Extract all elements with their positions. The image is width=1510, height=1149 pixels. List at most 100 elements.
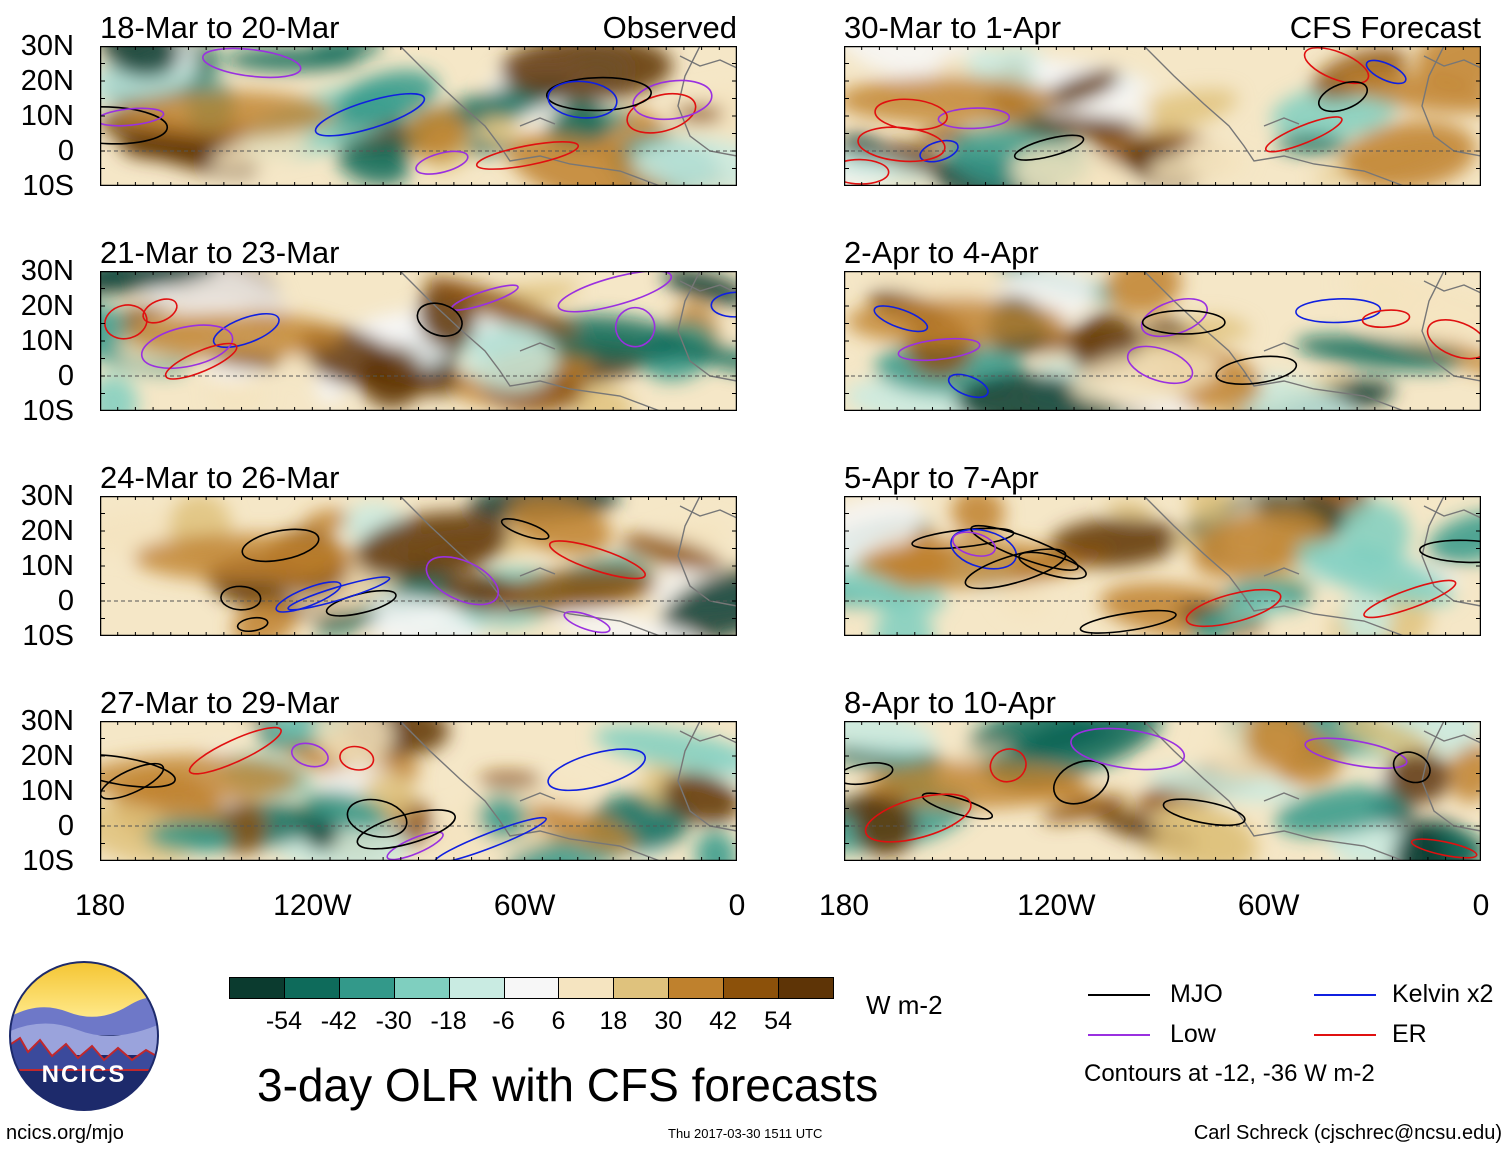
olr-panel: [844, 271, 1481, 411]
er-contour: [857, 126, 946, 163]
olr-anomaly-blob: [1106, 499, 1154, 519]
kelvin-contour: [1295, 298, 1382, 324]
er-contour: [1410, 838, 1478, 859]
coastline: [1143, 271, 1481, 411]
olr-anomaly-blob: [1385, 750, 1451, 804]
olr-anomaly-blob: [1356, 281, 1481, 343]
olr-anomaly-blob: [660, 89, 737, 151]
colorbar-label: -54: [265, 1007, 302, 1035]
olr-anomaly-blob: [1415, 46, 1481, 90]
panel-title: 30-Mar to 1-Apr: [844, 10, 1062, 45]
olr-field: [100, 496, 737, 636]
coastline: [1143, 721, 1481, 861]
legend-low-label: Low: [1170, 1020, 1216, 1048]
olr-anomaly-blob: [100, 754, 304, 803]
mjo-contour: [1053, 760, 1110, 805]
kelvin-contour: [547, 748, 646, 792]
olr-anomaly-blob: [303, 509, 354, 532]
olr-anomaly-blob: [314, 608, 380, 636]
er-contour: [475, 140, 580, 170]
mjo-contour: [921, 792, 994, 820]
olr-anomaly-blob: [423, 276, 578, 337]
colorbar-label: -30: [375, 1007, 412, 1035]
er-contour: [142, 298, 178, 324]
olr-anomaly-blob: [146, 820, 235, 853]
mjo-contour: [100, 105, 169, 145]
lon-label: 120W: [273, 889, 352, 922]
olr-anomaly-blob: [123, 311, 344, 360]
olr-anomaly-blob: [951, 496, 1005, 538]
lat-label: 20N: [20, 740, 74, 772]
lat-label: 30N: [20, 480, 74, 512]
kelvin-contour: [950, 528, 1018, 570]
er-contour: [1426, 319, 1481, 360]
mjo-contour: [1018, 551, 1087, 580]
colorbar-units: W m-2: [866, 990, 943, 1020]
colorbar: -54 -42 -30 -18 -6 6 18 30 42 54: [229, 977, 834, 1037]
mjo-contour: [1318, 81, 1369, 113]
panel-title: 27-Mar to 29-Mar: [100, 685, 340, 720]
olr-anomaly-blob: [114, 90, 335, 139]
colorbar-swatch: [283, 977, 340, 999]
lat-label: 0: [57, 360, 74, 392]
colorbar-swatch: [393, 977, 450, 999]
olr-anomaly-blob: [554, 611, 704, 636]
colorbar-label: 18: [599, 1007, 628, 1035]
lat-label: 0: [57, 585, 74, 617]
olr-anomaly-blob: [526, 804, 638, 853]
legend-er-label: ER: [1392, 1020, 1427, 1048]
olr-panel: [844, 721, 1481, 861]
olr-anomaly-blob: [1011, 147, 1143, 186]
lon-label: 0: [728, 889, 746, 922]
low-contour: [897, 337, 981, 362]
colorbar-swatch: [723, 977, 780, 999]
mjo-contour: [100, 754, 176, 788]
olr-anomaly-blob: [844, 150, 931, 183]
legend-kelvin-line: [1314, 994, 1376, 996]
low-contour: [1070, 727, 1186, 771]
olr-panel: [844, 46, 1481, 186]
lat-label: 20N: [20, 290, 74, 322]
colorbar-swatch: [503, 977, 560, 999]
colorbar-label: -6: [492, 1007, 515, 1035]
legend-contour-note: Contours at -12, -36 W m-2: [1084, 1060, 1375, 1087]
olr-anomaly-blob: [211, 130, 311, 170]
olr-anomaly-blob: [844, 721, 937, 756]
panel-title: 5-Apr to 7-Apr: [844, 460, 1039, 495]
er-contour: [1264, 116, 1343, 153]
low-contour: [140, 324, 234, 370]
olr-anomaly-blob: [500, 46, 673, 102]
low-contour: [952, 531, 997, 557]
olr-anomaly-blob: [1041, 794, 1129, 823]
mjo-contour: [346, 798, 408, 838]
panel-source-label: CFS Forecast: [1289, 10, 1481, 45]
lon-label: 60W: [1237, 889, 1300, 922]
legend-kelvin-label: Kelvin x2: [1392, 980, 1494, 1008]
lat-label: 20N: [20, 65, 74, 97]
colorbar-swatch: [668, 977, 725, 999]
olr-field: [844, 721, 1481, 861]
colorbar-swatch: [778, 977, 834, 999]
olr-panel: [100, 496, 737, 636]
olr-anomaly-blob: [507, 132, 672, 186]
figure-title: 3-day OLR with CFS forecasts: [257, 1059, 879, 1111]
kelvin-contour: [1365, 59, 1407, 85]
olr-anomaly-blob: [863, 271, 1008, 298]
colorbar-label: 6: [551, 1007, 566, 1035]
olr-anomaly-blob: [1448, 742, 1481, 803]
er-contour: [874, 98, 948, 131]
colorbar-swatch: [558, 977, 615, 999]
olr-anomaly-blob: [314, 721, 393, 766]
coastline: [399, 46, 737, 186]
lat-label: 30N: [20, 30, 74, 62]
er-contour: [339, 745, 375, 771]
low-contour: [290, 742, 329, 768]
axis-ticks: [100, 721, 737, 861]
olr-anomaly-blob: [363, 595, 484, 636]
olr-anomaly-blob: [1295, 335, 1463, 371]
legend-low-line: [1088, 1034, 1150, 1036]
mjo-contour: [500, 518, 550, 540]
olr-anomaly-blob: [405, 107, 467, 160]
colorbar-label: -18: [430, 1007, 467, 1035]
olr-panel: [100, 721, 737, 861]
